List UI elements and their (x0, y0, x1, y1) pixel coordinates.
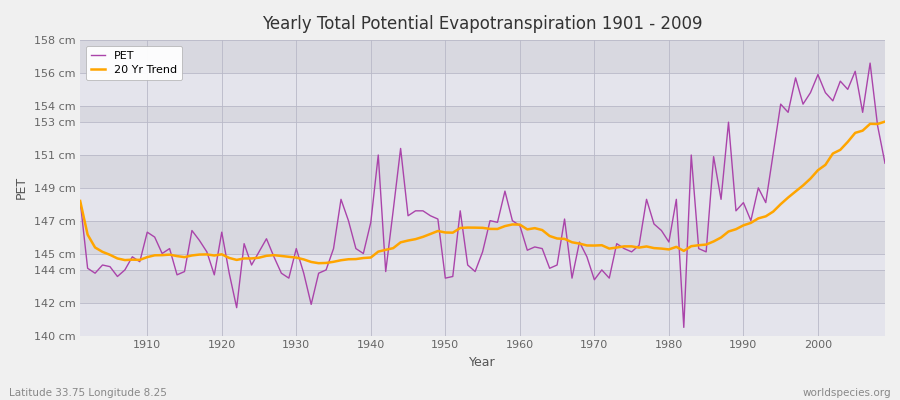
20 Yr Trend (522, 227, 533, 232)
Bar (80, 254, 885, 270)
Text: Latitude 33.75 Longitude 8.25: Latitude 33.75 Longitude 8.25 (9, 388, 166, 398)
PET (679, 325, 689, 330)
PET (507, 218, 517, 223)
PET (604, 276, 615, 280)
Bar (80, 122, 885, 155)
20 Yr Trend (879, 119, 890, 124)
X-axis label: Year: Year (469, 356, 496, 369)
Line: PET: PET (80, 63, 885, 327)
20 Yr Trend (134, 258, 145, 262)
20 Yr Trend (298, 257, 309, 262)
PET (343, 218, 354, 223)
20 Yr Trend (313, 261, 324, 266)
20 Yr Trend (611, 245, 622, 250)
PET (75, 198, 86, 203)
20 Yr Trend (75, 198, 86, 203)
PET (134, 259, 145, 264)
20 Yr Trend (350, 257, 361, 262)
Text: worldspecies.org: worldspecies.org (803, 388, 891, 398)
Legend: PET, 20 Yr Trend: PET, 20 Yr Trend (86, 46, 182, 80)
Bar (80, 303, 885, 336)
Line: 20 Yr Trend: 20 Yr Trend (80, 122, 885, 263)
PET (865, 61, 876, 66)
Bar (80, 73, 885, 106)
PET (515, 223, 526, 228)
Y-axis label: PET: PET (15, 176, 28, 200)
PET (879, 161, 890, 166)
Title: Yearly Total Potential Evapotranspiration 1901 - 2009: Yearly Total Potential Evapotranspiratio… (262, 15, 703, 33)
Bar (80, 188, 885, 221)
PET (298, 271, 309, 276)
20 Yr Trend (515, 222, 526, 227)
